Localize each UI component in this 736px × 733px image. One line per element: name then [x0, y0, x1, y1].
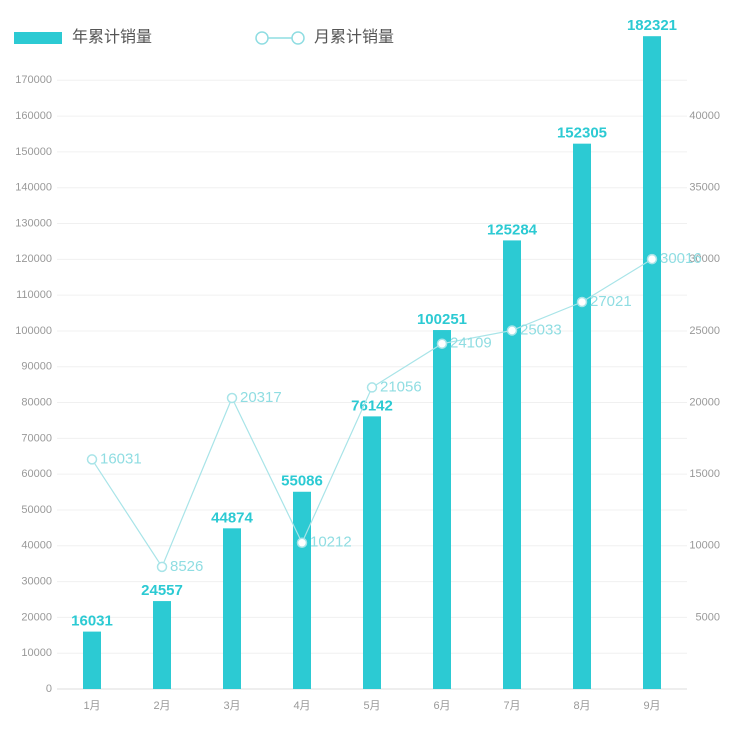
bar-label: 100251 — [417, 311, 467, 328]
bar — [573, 143, 591, 690]
bar — [153, 601, 171, 689]
bar-label: 182321 — [627, 17, 677, 34]
y2-tick-label: 5000 — [696, 611, 720, 623]
bar-label: 16031 — [71, 613, 113, 630]
y-tick-label: 140000 — [15, 182, 52, 194]
line-point — [436, 338, 448, 349]
line-point — [506, 325, 518, 336]
y2-tick-label: 30000 — [689, 253, 720, 265]
line-point — [86, 454, 98, 465]
bar — [643, 36, 661, 690]
line-point — [296, 537, 308, 548]
x-tick-label: 3月 — [223, 700, 240, 712]
legend-label: 月累计销量 — [314, 28, 394, 46]
bar-label: 44874 — [211, 509, 253, 526]
y-tick-label: 70000 — [21, 432, 52, 444]
x-tick-label: 8月 — [573, 700, 590, 712]
x-tick-label: 2月 — [153, 700, 170, 712]
line-point — [366, 382, 378, 393]
point-label: 20317 — [240, 389, 282, 406]
x-tick-label: 5月 — [363, 700, 380, 712]
y-tick-label: 170000 — [15, 74, 52, 86]
y2-tick-label: 15000 — [689, 468, 720, 480]
y2-tick-label: 25000 — [689, 325, 720, 337]
y-tick-label: 30000 — [21, 575, 52, 587]
bar-label: 152305 — [557, 125, 607, 142]
y-tick-label: 10000 — [21, 647, 52, 659]
bar — [363, 416, 381, 689]
line-point — [646, 253, 658, 265]
y-tick-label: 100000 — [15, 325, 52, 337]
bar — [503, 240, 521, 689]
y-tick-label: 120000 — [15, 253, 52, 265]
y-tick-label: 80000 — [21, 396, 52, 408]
line-point — [576, 296, 588, 308]
legend-marker — [255, 31, 269, 45]
y-tick-label: 160000 — [15, 110, 52, 122]
y-tick-label: 20000 — [21, 611, 52, 623]
y2-tick-label: 20000 — [689, 396, 720, 408]
line-point — [226, 392, 238, 404]
y-tick-label: 150000 — [15, 146, 52, 158]
point-label: 21056 — [380, 378, 422, 395]
bar — [83, 631, 101, 689]
y-tick-label: 0 — [46, 683, 52, 695]
legend-label: 年累计销量 — [72, 28, 152, 46]
y2-tick-label: 35000 — [689, 182, 720, 194]
y-tick-label: 90000 — [21, 361, 52, 373]
bar-label: 76142 — [351, 397, 393, 414]
point-label: 25033 — [520, 321, 562, 338]
x-tick-label: 7月 — [503, 700, 520, 712]
line-point — [156, 561, 168, 573]
bar — [433, 330, 451, 689]
y-tick-label: 130000 — [15, 217, 52, 229]
point-label: 24109 — [450, 335, 492, 352]
point-label: 16031 — [100, 450, 142, 467]
bar — [293, 491, 311, 689]
y-tick-label: 40000 — [21, 540, 52, 552]
point-label: 8526 — [170, 558, 203, 575]
x-tick-label: 4月 — [293, 700, 310, 712]
bar-label: 55086 — [281, 473, 323, 490]
bar — [223, 528, 241, 689]
point-label: 10212 — [310, 534, 352, 551]
y-tick-label: 50000 — [21, 504, 52, 516]
legend-marker — [291, 31, 305, 45]
x-tick-label: 6月 — [433, 700, 450, 712]
bar-label: 125284 — [487, 221, 538, 238]
x-tick-label: 1月 — [83, 700, 100, 712]
bar-label: 24557 — [141, 582, 183, 599]
legend-swatch-bar — [14, 32, 62, 44]
point-label: 30016 — [660, 250, 702, 267]
y-tick-label: 60000 — [21, 468, 52, 480]
y2-tick-label: 10000 — [689, 540, 720, 552]
y2-tick-label: 40000 — [689, 110, 720, 122]
x-tick-label: 9月 — [643, 700, 660, 712]
point-label: 27021 — [590, 293, 632, 310]
y-tick-label: 110000 — [16, 289, 52, 301]
